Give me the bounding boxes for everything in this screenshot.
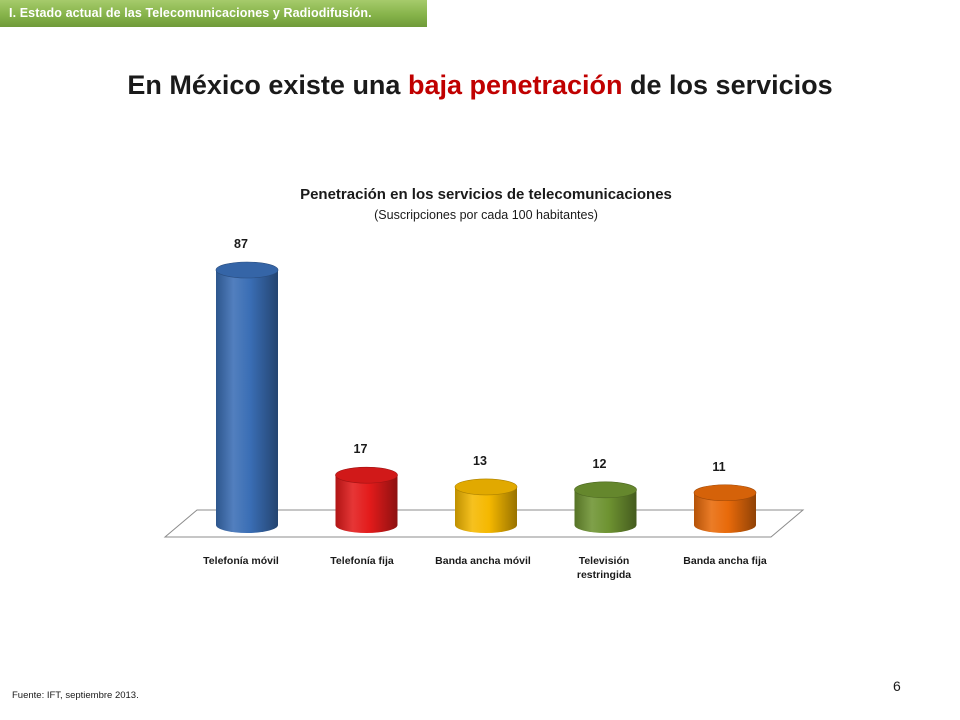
page-title: En México existe una baja penetración de… <box>0 70 960 101</box>
bar-television-restringida <box>574 481 637 533</box>
section-label: I. Estado actual de las Telecomunicacion… <box>0 0 427 27</box>
value-label-telefonia-movil: 87 <box>234 237 248 251</box>
value-label-banda-ancha-fija: 11 <box>712 460 725 474</box>
category-label-television-restringida: Televisión restringida <box>577 555 631 581</box>
bar-top-television-restringida <box>574 481 637 499</box>
bar-top-telefonia-fija <box>335 466 398 484</box>
category-label-telefonia-movil: Telefonía móvil <box>203 555 279 567</box>
category-label-banda-ancha-movil: Banda ancha móvil <box>435 555 531 567</box>
bar-top-banda-ancha-fija <box>693 484 757 502</box>
page-title-start: En México existe una <box>127 70 408 100</box>
page-title-end: de los servicios <box>622 70 833 100</box>
bar-banda-ancha-movil <box>454 478 518 533</box>
bar-top-telefonia-movil <box>215 261 279 279</box>
bar-top-banda-ancha-movil <box>454 478 518 496</box>
bar-telefonia-fija <box>335 466 398 533</box>
chart-subtitle: (Suscripciones por cada 100 habitantes) <box>374 208 598 222</box>
bar-banda-ancha-fija <box>693 484 757 533</box>
chart-title: Penetración en los servicios de telecomu… <box>300 186 672 203</box>
value-label-television-restringida: 12 <box>593 457 607 471</box>
value-label-banda-ancha-movil: 13 <box>473 454 487 468</box>
value-label-telefonia-fija: 17 <box>354 442 368 456</box>
page-number: 6 <box>893 678 901 694</box>
bar-telefonia-movil <box>215 261 279 533</box>
source-note: Fuente: IFT, septiembre 2013. <box>12 690 139 701</box>
page-title-highlight: baja penetración <box>407 70 623 100</box>
category-label-telefonia-fija: Telefonía fija <box>330 555 394 567</box>
category-label-banda-ancha-fija: Banda ancha fija <box>683 555 767 567</box>
